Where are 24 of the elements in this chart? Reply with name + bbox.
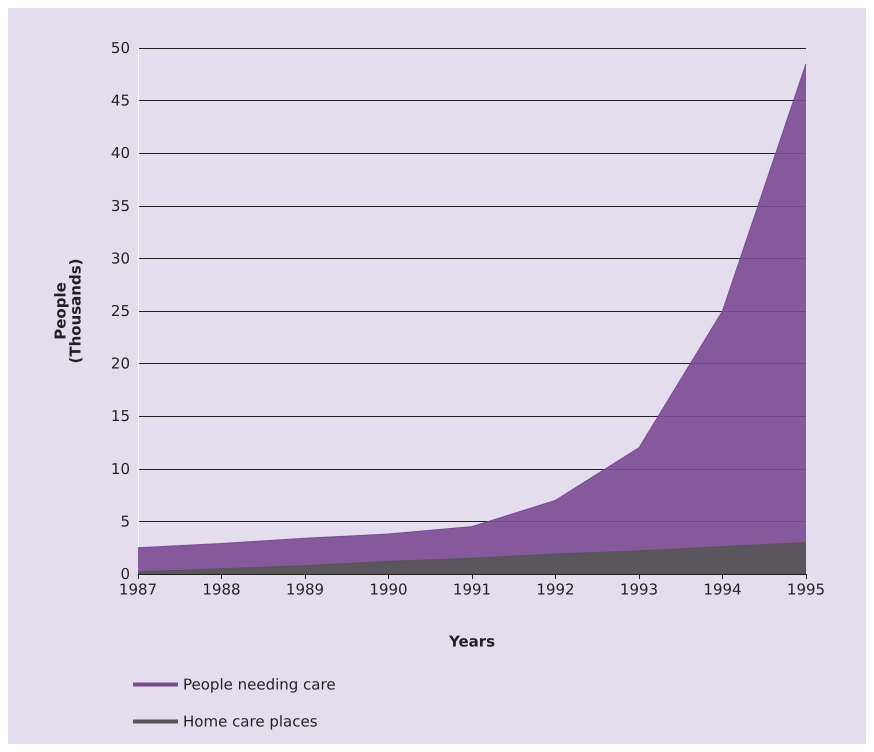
y-tick-label: 15	[110, 407, 130, 426]
y-tick-label: 40	[110, 144, 130, 162]
legend-label: People needing care	[183, 676, 336, 694]
y-tick-label: 0	[120, 565, 130, 583]
x-tick-label: 1993	[620, 580, 658, 598]
y-tick-label: 25	[110, 302, 130, 320]
x-tick-label: 1992	[536, 580, 575, 598]
x-tick-label: 1989	[286, 580, 324, 598]
x-tick-label: 1991	[452, 580, 492, 598]
legend-label: Home care places	[183, 712, 318, 730]
y-tick-label: 5	[120, 512, 130, 530]
x-axis-title: Years	[448, 632, 496, 650]
x-tick-label: 1994	[703, 580, 742, 598]
y-tick-label: 10	[110, 460, 130, 478]
x-tick-label: 1995	[786, 580, 826, 598]
y-tick-label: 50	[110, 39, 130, 57]
x-tick-label: 1988	[202, 580, 241, 598]
y-tick-label: 20	[110, 354, 130, 373]
y-tick-label: 45	[110, 92, 130, 110]
y-axis-title: People (Thousands)	[52, 258, 84, 364]
x-tick-label: 1990	[369, 580, 408, 598]
x-tick-label: 1987	[118, 580, 158, 598]
y-tick-label: 35	[110, 196, 130, 215]
y-tick-label: 30	[110, 249, 130, 268]
